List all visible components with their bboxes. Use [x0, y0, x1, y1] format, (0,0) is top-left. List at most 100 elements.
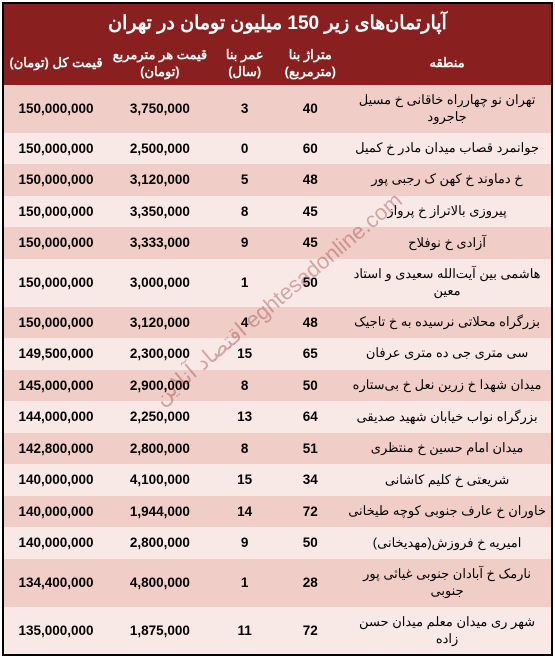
cell-total_price: 135,000,000 — [4, 607, 108, 655]
cell-age: 3 — [212, 85, 278, 133]
cell-region: میدان امام حسین خ منتظری — [343, 433, 551, 465]
cell-area: 72 — [278, 496, 344, 528]
cell-price_per_m: 3,120,000 — [108, 164, 212, 196]
cell-region: پیروزی بالاتراز خ پرواز — [343, 196, 551, 228]
cell-age: 15 — [212, 338, 278, 370]
table-title: آپارتمان‌های زیر 150 میلیون تومان در تهر… — [4, 4, 551, 43]
table-body: تهران نو چهارراه خاقانی خ مسیل جاجرود403… — [4, 85, 551, 655]
col-header-total_price: قیمت کل (تومان) — [4, 43, 108, 85]
cell-price_per_m: 3,333,000 — [108, 227, 212, 259]
cell-region: شریعتی خ کلیم کاشانی — [343, 464, 551, 496]
col-header-area: متراژ بنا (مترمربع) — [278, 43, 344, 85]
table-row: نارمک خ آبادان جنوبی غیاثی پور جنوبی2814… — [4, 559, 551, 607]
cell-price_per_m: 3,000,000 — [108, 259, 212, 307]
cell-area: 60 — [278, 133, 344, 165]
cell-price_per_m: 2,800,000 — [108, 433, 212, 465]
cell-area: 40 — [278, 85, 344, 133]
table-row: جوانمرد قصاب میدان مادر خ کمیل6002,500,0… — [4, 133, 551, 165]
cell-total_price: 150,000,000 — [4, 133, 108, 165]
cell-age: 8 — [212, 370, 278, 402]
table-header-row: منطقهمتراژ بنا (مترمربع)عمر بنا (سال)قیم… — [4, 43, 551, 85]
col-header-region: منطقه — [343, 43, 551, 85]
cell-price_per_m: 3,350,000 — [108, 196, 212, 228]
cell-total_price: 140,000,000 — [4, 464, 108, 496]
cell-area: 45 — [278, 227, 344, 259]
table-row: پیروزی بالاتراز خ پرواز4583,350,000150,0… — [4, 196, 551, 228]
cell-age: 8 — [212, 433, 278, 465]
table-row: آزادی خ نوفلاح4593,333,000150,000,000 — [4, 227, 551, 259]
cell-region: جوانمرد قصاب میدان مادر خ کمیل — [343, 133, 551, 165]
cell-area: 48 — [278, 164, 344, 196]
cell-total_price: 150,000,000 — [4, 259, 108, 307]
cell-price_per_m: 2,500,000 — [108, 133, 212, 165]
cell-total_price: 142,800,000 — [4, 433, 108, 465]
price-table: منطقهمتراژ بنا (مترمربع)عمر بنا (سال)قیم… — [4, 43, 551, 654]
table-row: امیریه خ فروزش(مهدیخانی)5092,800,000140,… — [4, 527, 551, 559]
table-row: بزرگراه محلاتی نرسیده به خ تاجیک4843,120… — [4, 307, 551, 339]
cell-area: 65 — [278, 338, 344, 370]
cell-price_per_m: 3,120,000 — [108, 307, 212, 339]
cell-price_per_m: 1,875,000 — [108, 607, 212, 655]
table-row: بزرگراه نواب خیابان شهید صدیقی64132,250,… — [4, 401, 551, 433]
cell-area: 72 — [278, 607, 344, 655]
cell-area: 51 — [278, 433, 344, 465]
cell-age: 0 — [212, 133, 278, 165]
cell-region: آزادی خ نوفلاح — [343, 227, 551, 259]
cell-age: 5 — [212, 164, 278, 196]
cell-region: خاوران خ عارف جنوبی کوچه طیخانی — [343, 496, 551, 528]
cell-price_per_m: 4,800,000 — [108, 559, 212, 607]
cell-area: 50 — [278, 259, 344, 307]
cell-region: بزرگراه محلاتی نرسیده به خ تاجیک — [343, 307, 551, 339]
cell-area: 50 — [278, 527, 344, 559]
table-row: تهران نو چهارراه خاقانی خ مسیل جاجرود403… — [4, 85, 551, 133]
cell-price_per_m: 2,250,000 — [108, 401, 212, 433]
cell-price_per_m: 3,750,000 — [108, 85, 212, 133]
col-header-price_per_m: قیمت هر مترمربع (تومان) — [108, 43, 212, 85]
table-container: آپارتمان‌های زیر 150 میلیون تومان در تهر… — [2, 2, 553, 656]
cell-age: 15 — [212, 464, 278, 496]
table-row: شهر ری میدان معلم میدان حسن زاده72111,87… — [4, 607, 551, 655]
cell-age: 1 — [212, 559, 278, 607]
cell-age: 1 — [212, 259, 278, 307]
cell-total_price: 149,500,000 — [4, 338, 108, 370]
cell-age: 11 — [212, 607, 278, 655]
table-row: هاشمی بین آیت‌الله سعیدی و استاد معین501… — [4, 259, 551, 307]
table-row: میدان شهدا خ زرین نعل خ بی‌ستاره5082,900… — [4, 370, 551, 402]
cell-price_per_m: 2,800,000 — [108, 527, 212, 559]
cell-total_price: 144,000,000 — [4, 401, 108, 433]
cell-age: 14 — [212, 496, 278, 528]
cell-total_price: 140,000,000 — [4, 496, 108, 528]
cell-region: خ دماوند خ کهن ک رجبی پور — [343, 164, 551, 196]
cell-region: امیریه خ فروزش(مهدیخانی) — [343, 527, 551, 559]
cell-age: 8 — [212, 196, 278, 228]
cell-total_price: 150,000,000 — [4, 307, 108, 339]
cell-region: بزرگراه نواب خیابان شهید صدیقی — [343, 401, 551, 433]
cell-region: سی متری جی ده متری عرفان — [343, 338, 551, 370]
cell-region: هاشمی بین آیت‌الله سعیدی و استاد معین — [343, 259, 551, 307]
cell-total_price: 145,000,000 — [4, 370, 108, 402]
cell-region: تهران نو چهارراه خاقانی خ مسیل جاجرود — [343, 85, 551, 133]
cell-total_price: 150,000,000 — [4, 196, 108, 228]
cell-price_per_m: 4,100,000 — [108, 464, 212, 496]
cell-total_price: 134,400,000 — [4, 559, 108, 607]
cell-price_per_m: 1,944,000 — [108, 496, 212, 528]
table-row: سی متری جی ده متری عرفان65152,300,000149… — [4, 338, 551, 370]
cell-area: 64 — [278, 401, 344, 433]
table-row: خ دماوند خ کهن ک رجبی پور4853,120,000150… — [4, 164, 551, 196]
table-row: میدان امام حسین خ منتظری5182,800,000142,… — [4, 433, 551, 465]
cell-area: 50 — [278, 370, 344, 402]
cell-price_per_m: 2,900,000 — [108, 370, 212, 402]
cell-total_price: 150,000,000 — [4, 85, 108, 133]
cell-age: 9 — [212, 527, 278, 559]
cell-age: 13 — [212, 401, 278, 433]
cell-total_price: 150,000,000 — [4, 164, 108, 196]
cell-region: میدان شهدا خ زرین نعل خ بی‌ستاره — [343, 370, 551, 402]
cell-total_price: 140,000,000 — [4, 527, 108, 559]
cell-area: 34 — [278, 464, 344, 496]
cell-region: شهر ری میدان معلم میدان حسن زاده — [343, 607, 551, 655]
cell-price_per_m: 2,300,000 — [108, 338, 212, 370]
cell-area: 48 — [278, 307, 344, 339]
col-header-age: عمر بنا (سال) — [212, 43, 278, 85]
table-row: شریعتی خ کلیم کاشانی34154,100,000140,000… — [4, 464, 551, 496]
table-row: خاوران خ عارف جنوبی کوچه طیخانی72141,944… — [4, 496, 551, 528]
